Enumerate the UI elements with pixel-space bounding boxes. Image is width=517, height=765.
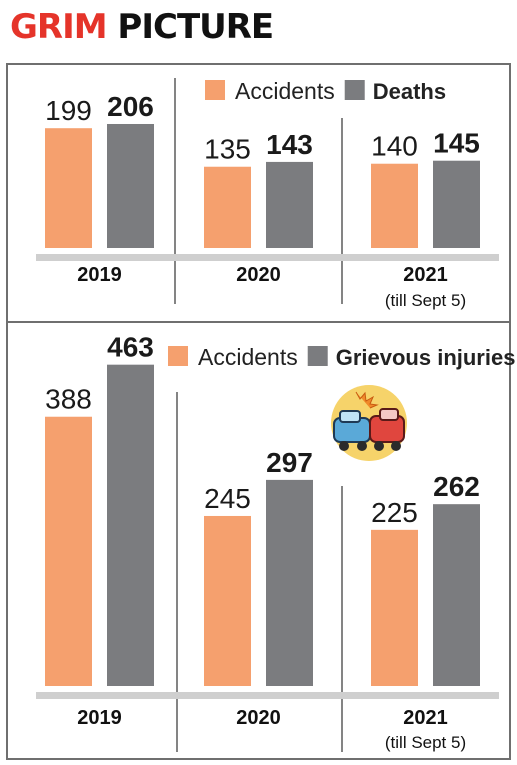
category-note: (till Sept 5) [385, 733, 466, 752]
bar-accidents [371, 529, 418, 686]
bar-deaths [433, 160, 480, 248]
legend-swatch-deaths [344, 80, 365, 100]
bar-accidents [204, 515, 251, 686]
axis-baseline [36, 692, 499, 699]
legend-swatch-accidents [205, 80, 225, 100]
data-label: 143 [266, 129, 313, 160]
data-label: 135 [204, 134, 251, 165]
bar-deaths [266, 161, 313, 248]
bar-grievous-injuries [266, 479, 313, 686]
data-label: 262 [433, 471, 480, 502]
data-label: 145 [433, 128, 480, 159]
axis-baseline [36, 254, 499, 261]
data-label: 245 [204, 483, 251, 514]
bar-deaths [107, 123, 154, 248]
category-label: 2021 [403, 707, 448, 729]
bar-grievous-injuries [433, 504, 480, 686]
category-label: 2021 [403, 264, 448, 286]
data-label: 463 [107, 332, 154, 363]
bar-accidents [204, 166, 251, 248]
data-label: 199 [45, 95, 92, 126]
legend-swatch-accidents [168, 346, 188, 366]
title-word-grim: GRIM [10, 7, 108, 47]
data-label: 140 [371, 131, 418, 162]
legend-label-grievous-injuries: Grievous injuries [336, 345, 516, 370]
chart-panel-injuries: 388 463 2019 245 297 2020 225 262 2021 (till Sept… [36, 332, 515, 752]
legend-swatch-grievous-injuries [307, 346, 328, 366]
legend-label-accidents: Accidents [235, 78, 335, 104]
chart-frame [6, 63, 511, 760]
bar-accidents [371, 163, 418, 248]
bar-accidents [45, 128, 92, 248]
data-label: 297 [266, 447, 313, 478]
chart-title: GRIM PICTURE [10, 7, 274, 47]
legend-label-deaths: Deaths [373, 79, 446, 104]
category-note: (till Sept 5) [385, 291, 466, 310]
chart-panel-deaths: 199 206 2019 135 143 2020 140 145 2021 (till Sept… [36, 78, 499, 310]
data-label: 388 [45, 384, 92, 415]
category-label: 2020 [236, 707, 281, 729]
title-word-picture: PICTURE [117, 7, 274, 47]
bar-grievous-injuries [107, 364, 154, 686]
bar-accidents [45, 416, 92, 686]
car-crash-icon [331, 385, 407, 461]
data-label: 206 [107, 91, 154, 122]
category-label: 2019 [77, 264, 122, 286]
data-label: 225 [371, 497, 418, 528]
category-label: 2019 [77, 707, 122, 729]
legend-label-accidents: Accidents [198, 344, 298, 370]
category-label: 2020 [236, 264, 281, 286]
